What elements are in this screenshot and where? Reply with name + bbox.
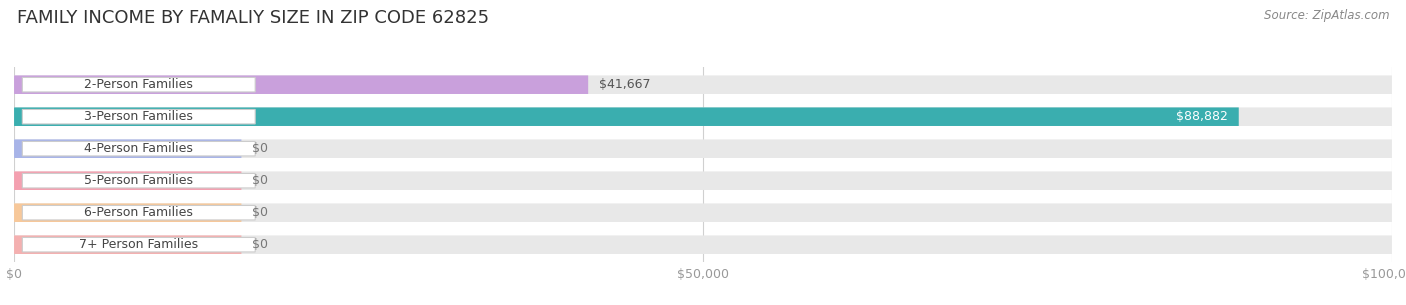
FancyBboxPatch shape <box>14 203 242 222</box>
FancyBboxPatch shape <box>14 203 1392 222</box>
Text: 5-Person Families: 5-Person Families <box>84 174 193 187</box>
FancyBboxPatch shape <box>14 75 588 94</box>
Text: Source: ZipAtlas.com: Source: ZipAtlas.com <box>1264 9 1389 22</box>
FancyBboxPatch shape <box>14 139 242 158</box>
FancyBboxPatch shape <box>22 77 256 92</box>
FancyBboxPatch shape <box>14 171 1392 190</box>
Text: FAMILY INCOME BY FAMALIY SIZE IN ZIP CODE 62825: FAMILY INCOME BY FAMALIY SIZE IN ZIP COD… <box>17 9 489 27</box>
Text: 3-Person Families: 3-Person Families <box>84 110 193 123</box>
Text: 4-Person Families: 4-Person Families <box>84 142 193 155</box>
FancyBboxPatch shape <box>22 142 256 156</box>
FancyBboxPatch shape <box>22 238 256 252</box>
FancyBboxPatch shape <box>22 206 256 220</box>
FancyBboxPatch shape <box>22 109 256 124</box>
Text: $0: $0 <box>253 174 269 187</box>
Text: $41,667: $41,667 <box>599 78 651 91</box>
Text: $0: $0 <box>253 238 269 251</box>
Text: $88,882: $88,882 <box>1175 110 1227 123</box>
FancyBboxPatch shape <box>14 171 242 190</box>
Text: 6-Person Families: 6-Person Families <box>84 206 193 219</box>
Text: 7+ Person Families: 7+ Person Families <box>79 238 198 251</box>
FancyBboxPatch shape <box>14 235 242 254</box>
FancyBboxPatch shape <box>14 235 1392 254</box>
FancyBboxPatch shape <box>14 107 1239 126</box>
Text: 2-Person Families: 2-Person Families <box>84 78 193 91</box>
FancyBboxPatch shape <box>14 75 1392 94</box>
Text: $0: $0 <box>253 206 269 219</box>
FancyBboxPatch shape <box>14 107 1392 126</box>
FancyBboxPatch shape <box>22 174 256 188</box>
FancyBboxPatch shape <box>14 139 1392 158</box>
Text: $0: $0 <box>253 142 269 155</box>
